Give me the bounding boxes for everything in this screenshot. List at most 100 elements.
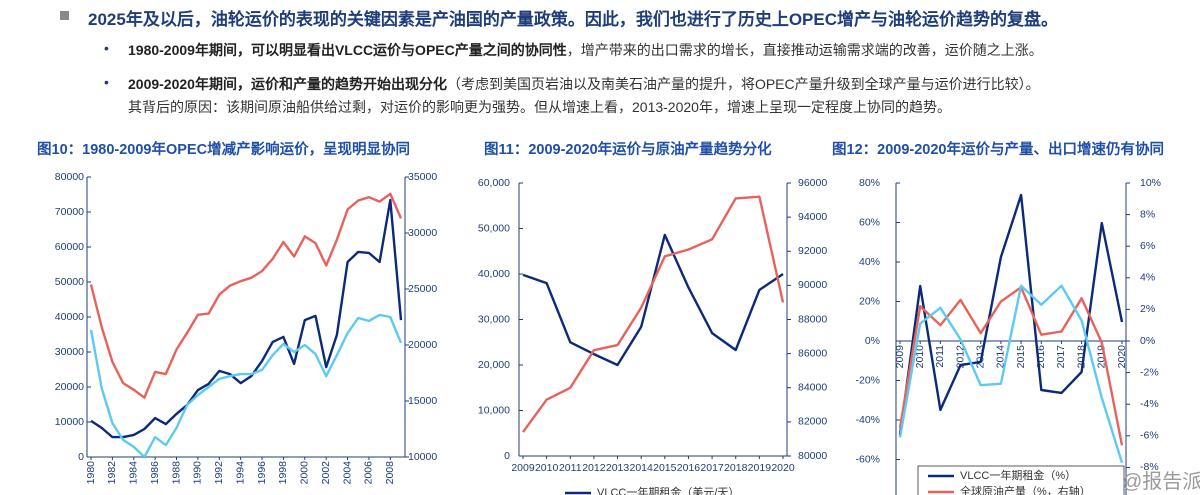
x-tick-label: 2015 xyxy=(1015,345,1027,369)
legend-label: 全球原油产量（%，右轴） xyxy=(960,484,1091,495)
y-tick-label: 10,000 xyxy=(478,404,510,416)
legend-label: VLCC一年期租金（美元/天） xyxy=(597,485,739,495)
y2-tick-label: 25000 xyxy=(408,283,437,295)
header-icon xyxy=(60,11,69,20)
y-tick-label: -60% xyxy=(855,453,880,465)
bullet-continuation: 其背后的原因：该期间原油船供给过剩，对运价的影响更为强势。但从增速上看，2013… xyxy=(128,99,951,115)
y-tick-label: 0 xyxy=(504,450,510,462)
legend-label: VLCC一年期租金（%） xyxy=(960,468,1076,482)
y2-tick-label: 94000 xyxy=(798,211,827,223)
y2-tick-label: 90000 xyxy=(798,279,827,291)
y2-tick-label: 35000 xyxy=(408,171,437,183)
x-tick-label: 1990 xyxy=(192,461,204,485)
y-tick-label: 40,000 xyxy=(478,268,510,280)
x-tick-label: 2020 xyxy=(771,462,795,474)
chart-title: 图10：1980-2009年OPEC增减产影响运价，呈现明显协同 xyxy=(37,142,411,158)
series-line xyxy=(898,286,1124,446)
y2-tick-label: -6% xyxy=(1140,430,1159,442)
y2-tick-label: 82000 xyxy=(798,416,827,428)
y-tick-label: 60,000 xyxy=(478,177,510,189)
chart-title: 图11：2009-2020年运价与原油产量趋势分化 xyxy=(484,142,772,158)
bullet-text: （考虑到美国页岩油以及南美石油产量的提升，将OPEC产量升级到全球产量与运价进行… xyxy=(446,76,1040,92)
y-tick-label: 60% xyxy=(859,216,880,228)
y2-tick-label: -8% xyxy=(1140,461,1159,473)
x-tick-label: 1980 xyxy=(85,461,97,485)
x-tick-label: 2010 xyxy=(914,345,926,369)
y-tick-label: 60000 xyxy=(55,241,84,253)
y-tick-label: -40% xyxy=(855,414,880,426)
y-tick-label: 80% xyxy=(859,177,880,189)
y2-tick-label: -2% xyxy=(1140,366,1159,378)
y-tick-label: 50000 xyxy=(55,276,84,288)
series-line xyxy=(90,198,403,439)
bullet: 2009-2020年期间，运价和产量的趋势开始出现分化（考虑到美国页岩油以及南美… xyxy=(128,74,1040,94)
x-tick-label: 1998 xyxy=(277,461,289,485)
x-tick-label: 2016 xyxy=(677,462,701,474)
y2-tick-label: 4% xyxy=(1140,272,1155,284)
x-tick-label: 1994 xyxy=(234,461,246,485)
x-tick-label: 2012 xyxy=(582,462,606,474)
y-tick-label: -20% xyxy=(855,374,880,386)
x-tick-label: 2000 xyxy=(299,461,311,485)
watermark: @报告派 xyxy=(1122,471,1200,493)
x-tick-label: 2014 xyxy=(995,345,1007,369)
series-line xyxy=(89,192,403,399)
y2-tick-label: 30000 xyxy=(408,227,437,239)
y-tick-label: 40000 xyxy=(55,311,84,323)
y2-tick-label: 84000 xyxy=(798,382,827,394)
y-tick-label: 70000 xyxy=(55,206,84,218)
x-tick-label: 1996 xyxy=(256,461,268,485)
y2-tick-label: 0% xyxy=(1140,335,1155,347)
x-tick-label: 1984 xyxy=(128,461,140,485)
y2-tick-label: 86000 xyxy=(798,347,827,359)
y2-tick-label: 2% xyxy=(1140,303,1155,315)
series-line xyxy=(522,233,784,367)
x-tick-label: 2012 xyxy=(954,345,966,369)
x-tick-label: 1988 xyxy=(170,461,182,485)
x-tick-label: 1986 xyxy=(149,461,161,485)
y-tick-label: 80000 xyxy=(55,171,84,183)
bullet-dot: • xyxy=(104,40,109,56)
y-tick-label: 50,000 xyxy=(478,222,510,234)
series-line xyxy=(89,313,403,457)
y2-tick-label: 10% xyxy=(1140,177,1161,189)
series-line xyxy=(522,195,785,433)
y-tick-label: 0 xyxy=(78,451,84,463)
y2-tick-label: 88000 xyxy=(798,313,827,325)
y-tick-label: 20000 xyxy=(55,381,84,393)
y-tick-label: 20% xyxy=(859,295,880,307)
y2-tick-label: -4% xyxy=(1140,398,1159,410)
x-tick-label: 2018 xyxy=(724,462,748,474)
bullet-bold: 2009-2020年期间，运价和产量的趋势开始出现分化 xyxy=(128,76,447,92)
y2-tick-label: 80000 xyxy=(798,450,827,462)
x-tick-label: 2020 xyxy=(1116,345,1128,369)
x-tick-label: 2017 xyxy=(700,462,724,474)
x-tick-label: 2013 xyxy=(606,462,630,474)
header: 2025年及以后，油轮运价的表现的关键因素是产油国的产量政策。因此，我们也进行了… xyxy=(88,10,1058,29)
y2-tick-label: 20000 xyxy=(408,339,437,351)
y2-tick-label: 8% xyxy=(1140,208,1155,220)
y-tick-label: 10000 xyxy=(55,416,84,428)
x-tick-label: 2014 xyxy=(630,462,654,474)
x-tick-label: 2009 xyxy=(511,462,535,474)
x-tick-label: 2011 xyxy=(559,462,582,474)
y2-tick-label: 15000 xyxy=(408,395,437,407)
chart-title: 图12：2009-2020年运价与产量、出口增速仍有协同 xyxy=(832,142,1164,158)
y2-tick-label: 10000 xyxy=(408,451,437,463)
x-tick-label: 2009 xyxy=(894,345,906,369)
x-tick-label: 2004 xyxy=(341,461,353,485)
y2-tick-label: 92000 xyxy=(798,245,827,257)
x-tick-label: 2015 xyxy=(653,462,677,474)
x-tick-label: 2011 xyxy=(934,345,946,368)
bullet-dot: • xyxy=(104,74,109,90)
x-tick-label: 1982 xyxy=(106,461,118,485)
y-tick-label: 40% xyxy=(859,256,880,268)
y2-tick-label: 96000 xyxy=(798,177,827,189)
y-tick-label: 30000 xyxy=(55,346,84,358)
bullet-text: ，增产带来的出口需求的增长，直接推动运输需求端的改善，运价随之上涨。 xyxy=(566,42,1043,58)
bullet-bold: 1980-2009年期间，可以明显看出VLCC运价与OPEC产量之间的协同性 xyxy=(128,42,567,58)
y-tick-label: 30,000 xyxy=(478,313,510,325)
x-tick-label: 2010 xyxy=(535,462,559,474)
